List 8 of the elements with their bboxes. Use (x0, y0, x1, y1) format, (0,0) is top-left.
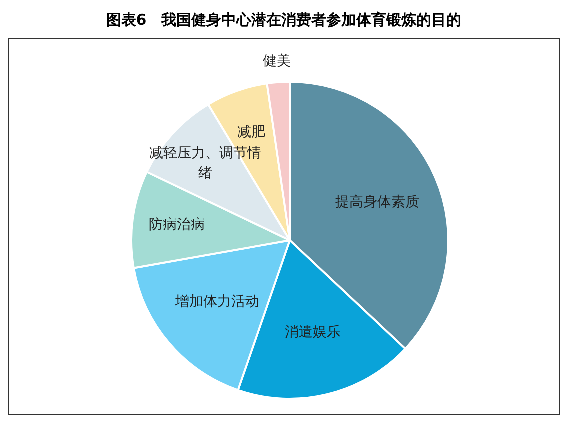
slice-label: 健美 (263, 54, 292, 70)
slice-label: 增加体力活动 (174, 294, 260, 310)
slice-label: 提高身体素质 (335, 194, 420, 210)
chart-title: 图表6 我国健身中心潜在消费者参加体育锻炼的目的 (105, 10, 463, 31)
slice-label: 减肥 (238, 124, 266, 141)
slice-label: 防病治病 (148, 216, 205, 233)
slice-label: 消遣娱乐 (284, 324, 341, 340)
slice-label: 减轻压力、调节情绪 (150, 145, 262, 182)
